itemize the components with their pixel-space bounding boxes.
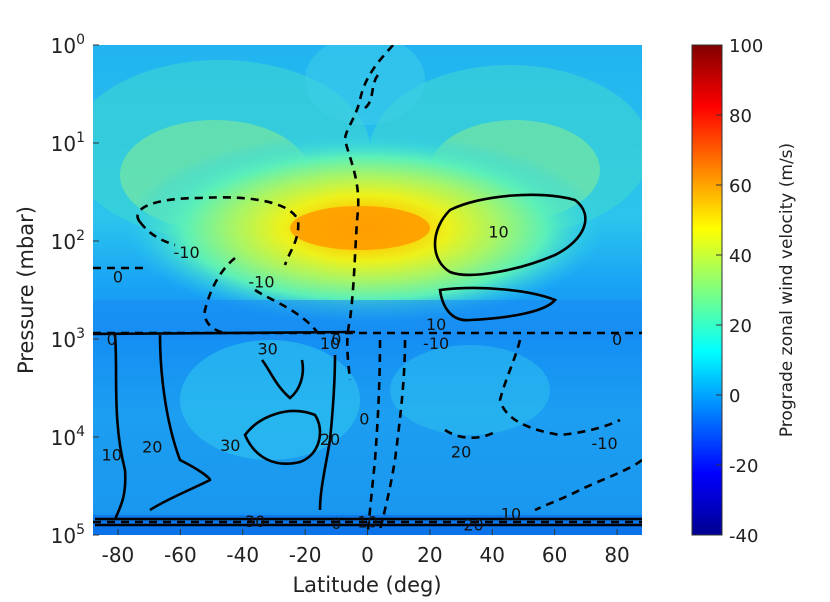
y-tick-label: 101 xyxy=(51,130,85,156)
contour-label: 0 xyxy=(113,267,123,286)
x-tick-label: 20 xyxy=(417,543,442,567)
x-tick-label: -80 xyxy=(102,543,135,567)
y-tick-exponent: 2 xyxy=(76,228,85,244)
contour-line xyxy=(433,193,587,277)
colorbar-tick-label: 40 xyxy=(729,246,752,267)
y-tick-label: 100 xyxy=(51,32,85,58)
contour-label: 10 xyxy=(426,315,446,334)
colorbar-tick-label: 80 xyxy=(729,106,752,127)
y-tick-base: 10 xyxy=(51,426,76,450)
contour-label: 10 xyxy=(114,532,134,551)
contour-line xyxy=(438,286,558,322)
contour-line xyxy=(364,74,380,110)
contour-label: 0 xyxy=(107,330,117,349)
x-tick-label: 80 xyxy=(604,543,629,567)
contour-label: 20 xyxy=(463,515,483,534)
contour-label: 10 xyxy=(320,334,340,353)
colorbar-label: Prograde zonal wind velocity (m/s) xyxy=(777,143,797,437)
y-tick-exponent: 4 xyxy=(76,424,85,440)
x-tick-label: -20 xyxy=(289,543,322,567)
contour-label: -30 xyxy=(183,534,209,553)
contour-label: 0 xyxy=(331,514,341,533)
colorbar: 100 80 60 40 20 0 -20 -40 Prograde zonal wind v… xyxy=(691,36,797,547)
x-tick-label: -60 xyxy=(164,543,197,567)
y-tick-label: 104 xyxy=(51,424,85,450)
contour-line xyxy=(343,45,394,381)
contour-label: 20 xyxy=(451,442,471,461)
colorbar-tick-label: -20 xyxy=(729,456,758,477)
colorbar-bar xyxy=(691,44,723,536)
x-tick-label: 40 xyxy=(480,543,505,567)
x-tick-label: -40 xyxy=(226,543,259,567)
contour-label: 0 xyxy=(612,330,622,349)
x-axis: -80 -60 -40 -20 0 20 40 60 80 xyxy=(102,529,630,567)
contour-line xyxy=(260,359,305,400)
contour-line xyxy=(498,339,621,437)
contour-line xyxy=(149,334,212,512)
colorbar-tick-label: 100 xyxy=(729,36,763,57)
y-tick-base: 10 xyxy=(51,328,76,352)
contour-label: 0 xyxy=(359,410,369,429)
y-axis-label: Pressure (mbar) xyxy=(14,206,38,374)
contour-label: 20 xyxy=(320,430,340,449)
y-tick-base: 10 xyxy=(51,34,76,58)
contour-line xyxy=(254,288,320,334)
contour-label: 10 xyxy=(357,513,377,532)
heatmap-blob xyxy=(305,45,425,125)
heatmap-blob xyxy=(180,340,360,460)
colorbar-tick-label: -40 xyxy=(729,526,758,547)
colorbar-tick-label: 20 xyxy=(729,316,752,337)
y-tick-exponent: 1 xyxy=(76,130,85,146)
contour-label: 30 xyxy=(258,339,278,358)
x-tick-label: 0 xyxy=(361,543,374,567)
y-tick-exponent: 0 xyxy=(76,32,85,48)
y-tick-label: 102 xyxy=(51,228,85,254)
x-axis-label: Latitude (deg) xyxy=(292,573,441,597)
contour-line xyxy=(93,330,356,336)
contour-label: 10 xyxy=(488,223,508,242)
contour-line xyxy=(136,196,300,266)
y-tick-exponent: 3 xyxy=(76,326,85,342)
contour-label: -10 xyxy=(248,273,274,292)
contour-line xyxy=(138,221,176,247)
x-tick-label: 60 xyxy=(542,543,567,567)
contour-label: 0 xyxy=(331,330,341,349)
y-tick-base: 10 xyxy=(51,524,76,548)
contour-label: 10 xyxy=(501,504,521,523)
contour-line xyxy=(534,458,642,512)
contour-label: -10 xyxy=(423,334,449,353)
colorbar-tick-label: 60 xyxy=(729,176,752,197)
contour-line xyxy=(113,334,127,521)
contour-line xyxy=(378,339,407,531)
contour-line xyxy=(444,428,496,440)
contour-label: 20 xyxy=(142,437,162,456)
contour-line xyxy=(366,339,382,531)
contour-line xyxy=(203,256,236,335)
heatmap-jet-core xyxy=(290,206,430,250)
contour-line xyxy=(318,354,337,511)
y-tick-base: 10 xyxy=(51,230,76,254)
contour-lines xyxy=(93,45,642,531)
contour-label: 30 xyxy=(220,436,240,455)
contour-line xyxy=(243,409,322,465)
contour-label: 10 xyxy=(102,445,122,464)
contour-label: -10 xyxy=(174,243,200,262)
contour-label: 30 xyxy=(245,512,265,531)
y-tick-label: 105 xyxy=(51,522,85,548)
contour-label: -10 xyxy=(591,434,617,453)
heatmap-blob xyxy=(390,345,550,435)
y-tick-label: 103 xyxy=(51,326,85,352)
y-tick-base: 10 xyxy=(51,132,76,156)
colorbar-ticks: 100 80 60 40 20 0 -20 -40 xyxy=(716,36,763,547)
colorbar-tick-label: 0 xyxy=(729,386,740,407)
y-tick-exponent: 5 xyxy=(76,522,85,538)
